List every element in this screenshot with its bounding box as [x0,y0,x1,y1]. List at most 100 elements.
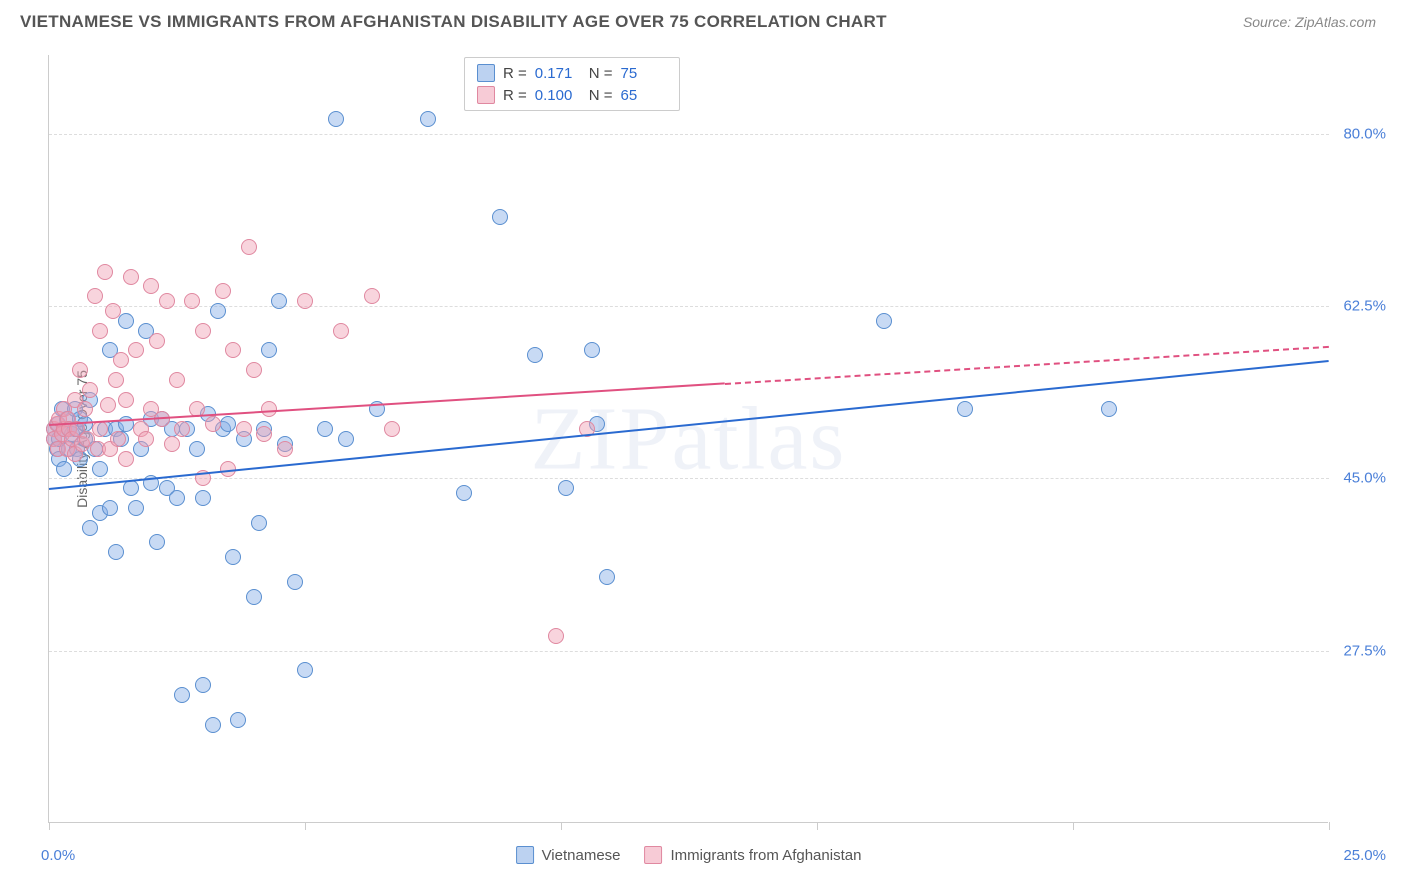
source-label: Source: ZipAtlas.com [1243,14,1376,30]
data-point [215,283,231,299]
data-point [195,490,211,506]
x-axis-min-label: 0.0% [41,847,75,864]
data-point [100,397,116,413]
data-point [82,382,98,398]
n-value: 75 [621,65,667,82]
y-tick-label: 45.0% [1336,470,1386,487]
data-point [110,431,126,447]
data-point [56,461,72,477]
blue-swatch-icon [477,64,495,82]
gridline [49,478,1329,479]
data-point [338,431,354,447]
data-point [420,111,436,127]
data-point [251,515,267,531]
data-point [492,209,508,225]
data-point [87,288,103,304]
data-point [113,352,129,368]
data-point [277,441,293,457]
data-point [123,480,139,496]
n-label: N = [589,87,613,104]
data-point [118,451,134,467]
x-tick [49,822,50,830]
data-point [82,520,98,536]
trend-line [725,345,1329,384]
data-point [164,436,180,452]
data-point [123,269,139,285]
data-point [149,534,165,550]
data-point [143,278,159,294]
data-point [246,362,262,378]
data-point [195,677,211,693]
data-point [1101,401,1117,417]
data-point [128,342,144,358]
data-point [174,687,190,703]
data-point [584,342,600,358]
legend-item: Immigrants from Afghanistan [645,846,862,864]
data-point [92,323,108,339]
legend-label: Immigrants from Afghanistan [671,847,862,864]
legend-item: Vietnamese [516,846,621,864]
data-point [102,500,118,516]
data-point [225,549,241,565]
data-point [108,372,124,388]
data-point [97,264,113,280]
data-point [328,111,344,127]
data-point [105,303,121,319]
blue-swatch-icon [516,846,534,864]
x-tick [305,822,306,830]
data-point [297,662,313,678]
y-tick-label: 62.5% [1336,298,1386,315]
data-point [558,480,574,496]
header: VIETNAMESE VS IMMIGRANTS FROM AFGHANISTA… [0,0,1406,40]
data-point [261,342,277,358]
r-value: 0.171 [535,65,581,82]
gridline [49,134,1329,135]
data-point [287,574,303,590]
x-axis-max-label: 25.0% [1343,847,1386,864]
data-point [92,461,108,477]
data-point [384,421,400,437]
data-point [210,303,226,319]
correlation-legend: R = 0.171 N = 75 R = 0.100 N = 65 [464,57,680,111]
data-point [118,392,134,408]
data-point [297,293,313,309]
series-legend: Vietnamese Immigrants from Afghanistan [516,846,862,864]
data-point [271,293,287,309]
x-tick [1073,822,1074,830]
pink-swatch-icon [645,846,663,864]
x-tick [1329,822,1330,830]
data-point [72,362,88,378]
n-value: 65 [621,87,667,104]
data-point [174,421,190,437]
data-point [92,421,108,437]
data-point [236,421,252,437]
data-point [957,401,973,417]
chart-title: VIETNAMESE VS IMMIGRANTS FROM AFGHANISTA… [20,12,887,32]
data-point [256,426,272,442]
data-point [184,293,200,309]
data-point [876,313,892,329]
data-point [230,712,246,728]
data-point [128,500,144,516]
data-point [456,485,472,501]
legend-label: Vietnamese [542,847,621,864]
gridline [49,651,1329,652]
data-point [599,569,615,585]
data-point [205,416,221,432]
data-point [527,347,543,363]
data-point [189,441,205,457]
data-point [205,717,221,733]
data-point [118,313,134,329]
data-point [149,333,165,349]
data-point [108,544,124,560]
data-point [364,288,380,304]
data-point [241,239,257,255]
n-label: N = [589,65,613,82]
legend-row: R = 0.100 N = 65 [477,84,667,106]
scatter-chart: Disability Age Over 75 ZIPatlas 0.0% 25.… [48,55,1328,823]
data-point [77,401,93,417]
watermark: ZIPatlas [531,387,847,490]
data-point [225,342,241,358]
data-point [548,628,564,644]
data-point [169,372,185,388]
